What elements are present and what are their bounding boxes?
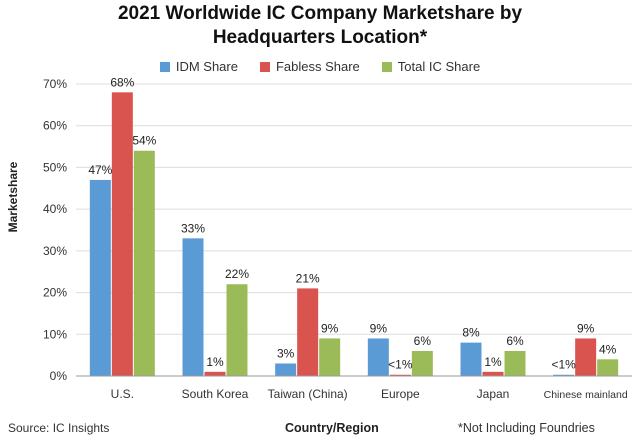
y-tick-label: 50% (43, 160, 67, 174)
x-tick-label: U.S. (111, 387, 134, 401)
bar (411, 350, 433, 376)
x-tick-label: Europe (381, 387, 420, 401)
x-tick-label: Chinese mainland (544, 389, 628, 401)
y-tick-label: 70% (43, 77, 67, 91)
bar (297, 288, 319, 376)
bar (133, 150, 155, 376)
y-axis-ticks: 0% 10% 20% 30% 40% 50% 60% 70% (43, 77, 67, 383)
x-tick-label: Taiwan (China) (268, 387, 348, 401)
legend-swatch-total (381, 61, 392, 72)
legend: IDM Share Fabless Share Total IC Share (0, 59, 640, 74)
bar (182, 238, 204, 376)
x-tick-label: Japan (477, 387, 510, 401)
bar (204, 371, 226, 376)
bar (504, 350, 526, 376)
bar (89, 179, 111, 376)
y-tick-label: 60% (43, 119, 67, 133)
x-axis-ticks: U.S. South Korea Taiwan (China) Europe Japan… (111, 387, 628, 401)
legend-swatch-fabless (259, 61, 270, 72)
bar (482, 371, 504, 376)
bar-value-label: 54% (132, 134, 156, 148)
bar-value-label: 1% (206, 355, 224, 369)
bar (575, 338, 597, 376)
bar-value-label: 6% (506, 334, 524, 348)
legend-swatch-idm (159, 61, 170, 72)
chart-title-line2: Headquarters Location* (212, 27, 428, 48)
bar (597, 359, 619, 376)
bar (319, 338, 341, 376)
x-tick-label: South Korea (182, 387, 249, 401)
bar-value-label: 21% (296, 271, 320, 285)
bar-value-label: 68% (110, 75, 134, 89)
bar-value-label: <1% (551, 358, 576, 372)
bar-value-label: 22% (225, 267, 249, 281)
bar-value-label: 33% (181, 221, 205, 235)
legend-item-idm: IDM Share (159, 59, 238, 74)
y-tick-label: 30% (43, 244, 67, 258)
bar (275, 363, 297, 376)
bar (367, 338, 389, 376)
bar-value-labels: 47%68%54%33%1%22%3%21%9% 9%<1%6%8%1%6%<1%… (88, 75, 616, 371)
footnote: *Not Including Foundries (458, 421, 595, 435)
bar (460, 342, 482, 376)
bar-value-label: 47% (88, 163, 112, 177)
y-axis-label: Marketshare (6, 161, 20, 233)
bars (89, 92, 619, 376)
legend-item-total: Total IC Share (381, 59, 481, 74)
bar-value-label: 4% (599, 342, 617, 356)
legend-label-total: Total IC Share (397, 59, 481, 74)
legend-label-fabless: Fabless Share (275, 59, 360, 74)
gridlines (76, 83, 632, 335)
y-tick-label: 20% (43, 286, 67, 300)
y-tick-label: 0% (50, 369, 68, 383)
source-note: Source: IC Insights (8, 421, 110, 435)
bar-value-label: 3% (277, 346, 295, 360)
legend-label-idm: IDM Share (175, 59, 238, 74)
chart-title: 2021 Worldwide IC Company Marketshare by (117, 3, 523, 24)
bar-value-label: 9% (370, 321, 388, 335)
y-tick-label: 40% (43, 202, 67, 216)
bar (389, 374, 411, 376)
bar (226, 284, 248, 376)
bar-value-label: <1% (388, 358, 413, 372)
bar-value-label: 9% (577, 321, 595, 335)
bar-value-label: 6% (414, 334, 432, 348)
legend-item-fabless: Fabless Share (259, 59, 360, 74)
bar-value-label: 9% (321, 321, 339, 335)
bar-value-label: 8% (462, 326, 480, 340)
bar (553, 374, 575, 376)
bar-value-label: 1% (484, 355, 502, 369)
bar (111, 92, 133, 376)
x-axis-label: Country/Region (285, 421, 379, 435)
y-tick-label: 10% (43, 327, 67, 341)
